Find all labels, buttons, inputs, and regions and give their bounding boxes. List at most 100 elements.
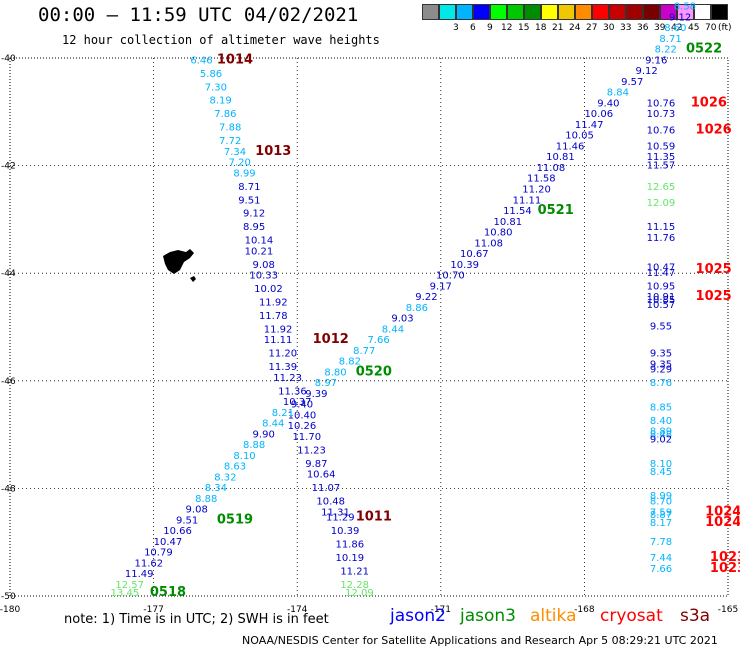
wave-height-value: 11.08 (474, 238, 503, 249)
wave-height-value: 12.09 (647, 198, 676, 209)
track-time-label: 1025 (696, 289, 732, 304)
wave-height-value: 5.86 (200, 69, 222, 80)
wave-height-value: 10.39 (331, 526, 360, 537)
wave-height-value: 9.08 (253, 260, 275, 271)
wave-height-value: 10.47 (154, 537, 183, 548)
color-swatch (575, 4, 592, 20)
wave-height-value: 9.51 (176, 515, 198, 526)
wave-height-value: 9.08 (186, 505, 208, 516)
wave-height-value: 10.81 (546, 152, 575, 163)
track-time-label: 1012 (313, 332, 349, 347)
x-tick-label: -174 (287, 605, 308, 615)
wave-height-value: 10.21 (245, 246, 274, 257)
wave-height-value: 9.90 (253, 429, 275, 440)
wave-height-value: 7.34 (224, 147, 246, 158)
wave-height-value: 11.39 (269, 362, 298, 373)
wave-height-value: 11.46 (556, 141, 585, 152)
wave-height-value: 10.81 (493, 217, 522, 228)
color-swatch (473, 4, 490, 20)
wave-height-value: 10.67 (460, 249, 489, 260)
track-time-label: 0521 (538, 203, 574, 218)
wave-height-value: 9.12 (635, 66, 657, 77)
wave-height-value: 10.14 (245, 236, 274, 247)
color-swatch (507, 4, 524, 20)
wave-height-value: 11.23 (273, 373, 302, 384)
wave-height-value: 9.87 (305, 459, 327, 470)
wave-height-value: 10.95 (647, 281, 676, 292)
wave-height-value: 8.71 (238, 182, 260, 193)
wave-height-value: 8.63 (224, 462, 246, 473)
wave-height-value: 11.20 (269, 349, 298, 360)
x-tick-label: -171 (431, 605, 451, 615)
wave-height-value: 8.60 (664, 23, 686, 34)
wave-height-value: 11.49 (125, 569, 154, 580)
wave-height-value: 12.57 (115, 580, 144, 591)
wave-height-value: 7.59 (650, 507, 672, 518)
wave-height-value: 11.11 (513, 195, 542, 206)
wave-height-value: 8.87 (650, 510, 672, 521)
wave-height-value: 8.84 (607, 88, 629, 99)
x-tick-label: -165 (718, 605, 738, 615)
wave-height-value: 9.02 (650, 435, 672, 446)
wave-height-value: 8.10 (233, 451, 255, 462)
wave-height-value: 8.34 (205, 483, 227, 494)
wave-height-value: 11.58 (527, 174, 556, 185)
color-swatch (643, 4, 660, 20)
color-swatch (592, 4, 609, 20)
wave-height-value: 8.10 (650, 459, 672, 470)
satellite-name: altika (530, 606, 577, 626)
track-time-label: 1023 (710, 561, 740, 576)
wave-height-value: 8.36 (679, 0, 701, 2)
y-tick-label: -46 (1, 377, 16, 387)
wave-height-value: 9.40 (291, 400, 313, 411)
track-time-label: 1023 (710, 550, 740, 565)
wave-height-value: 10.73 (647, 109, 676, 120)
wave-height-value: 11.08 (537, 163, 566, 174)
wave-height-value: 12.09 (345, 588, 374, 599)
wave-height-value: 9.16 (645, 55, 667, 66)
wave-height-value: 8.80 (324, 367, 346, 378)
wave-height-value: 10.80 (484, 228, 513, 239)
color-swatch (694, 4, 711, 20)
wave-height-value: 11.21 (340, 566, 369, 577)
wave-height-value: 9.12 (243, 209, 265, 220)
color-scale-tick: 70 (705, 23, 717, 33)
wave-height-value: 10.76 (647, 98, 676, 109)
wave-height-value: 8.70 (650, 497, 672, 508)
wave-height-value: 11.76 (647, 233, 676, 244)
wave-height-value: 13.45 (111, 588, 140, 599)
wave-height-value: 11.23 (297, 445, 326, 456)
x-tick-label: -168 (574, 605, 595, 615)
footer-credit: NOAA/NESDIS Center for Satellite Applica… (242, 634, 718, 647)
wave-height-value: 11.36 (278, 386, 307, 397)
wave-height-value: 9.12 (669, 12, 691, 23)
satellite-name: jason3 (460, 606, 516, 626)
wave-height-value: 8.99 (650, 491, 672, 502)
wave-height-value: 8.71 (659, 34, 681, 45)
map-title: 00:00 – 11:59 UTC 04/02/2021 (38, 4, 359, 26)
wave-height-value: 8.19 (209, 96, 231, 107)
color-scale-tick: 36 (637, 23, 649, 33)
color-scale-tick: 27 (586, 23, 598, 33)
wave-height-value: 10.26 (288, 421, 317, 432)
y-tick-label: -44 (1, 269, 16, 279)
footer-note: note: 1) Time is in UTC; 2) SWH is in fe… (64, 612, 329, 627)
wave-height-value: 12.28 (340, 580, 369, 591)
wave-height-value: 10.06 (584, 109, 613, 120)
map-axes: -180 -177 -174 -171 -168 -165 -40 -42 -44 -46 -48 -… (0, 54, 738, 615)
wave-height-value: 10.48 (316, 497, 345, 508)
wave-height-value: 8.85 (650, 402, 672, 413)
track-time-label: 1024 (705, 515, 740, 530)
wave-height-value: 8.95 (243, 222, 265, 233)
wave-height-value: 8.86 (406, 303, 428, 314)
x-tick-label: -180 (0, 605, 20, 615)
color-scale-tick: 42 (671, 23, 683, 33)
color-swatch (541, 4, 558, 20)
color-swatch (677, 4, 694, 20)
wave-height-value: 8.48 (650, 429, 672, 440)
wave-height-value: 8.21 (272, 408, 294, 419)
wave-height-value: 11.07 (312, 483, 341, 494)
wave-height-value: 10.66 (163, 526, 192, 537)
wave-height-value: 9.17 (430, 281, 452, 292)
track-time-label: 0518 (150, 585, 186, 600)
